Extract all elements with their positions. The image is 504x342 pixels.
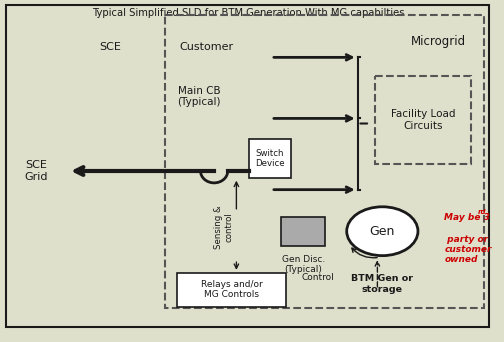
- Text: Switch
Device: Switch Device: [255, 148, 285, 168]
- Text: Gen: Gen: [369, 225, 395, 238]
- Text: Control: Control: [302, 273, 334, 282]
- Text: Sensing &
control: Sensing & control: [214, 205, 234, 249]
- Circle shape: [347, 207, 418, 255]
- Text: Main CB
(Typical): Main CB (Typical): [177, 86, 221, 107]
- Text: Gen Disc.
(Typical): Gen Disc. (Typical): [282, 254, 325, 274]
- Text: Microgrid: Microgrid: [411, 35, 466, 48]
- Text: May be 3: May be 3: [444, 213, 490, 222]
- Bar: [165, 15, 484, 308]
- Bar: [177, 273, 286, 307]
- Bar: [281, 217, 326, 246]
- Bar: [249, 139, 291, 178]
- Text: Facility Load
Circuits: Facility Load Circuits: [391, 109, 456, 131]
- Text: Relays and/or
MG Controls: Relays and/or MG Controls: [201, 280, 262, 300]
- Text: BTM Gen or
storage: BTM Gen or storage: [351, 274, 413, 294]
- Text: Customer: Customer: [179, 42, 234, 52]
- Text: SCE
Grid: SCE Grid: [24, 160, 48, 182]
- Text: rd: rd: [478, 209, 486, 215]
- Text: Typical Simplified SLD for BTM Generation With MG capabilties: Typical Simplified SLD for BTM Generatio…: [93, 8, 405, 18]
- Text: party or
customer
owned: party or customer owned: [444, 235, 492, 264]
- Text: SCE: SCE: [99, 42, 121, 52]
- Bar: [375, 76, 471, 164]
